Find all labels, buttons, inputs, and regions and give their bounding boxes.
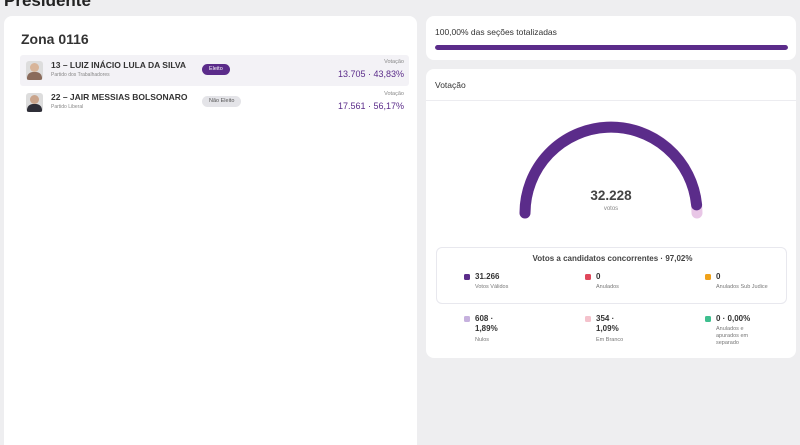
gauge-valid-arc xyxy=(519,121,703,219)
candidate-photo xyxy=(26,93,43,112)
progress-label: 100,00% das seções totalizadas xyxy=(435,27,557,37)
status-badge: Eleito xyxy=(202,64,230,75)
sections-progress-card: 100,00% das seções totalizadas xyxy=(426,16,796,60)
legend-dot xyxy=(464,274,470,280)
divider xyxy=(426,100,796,101)
candidate-photo xyxy=(26,61,43,80)
candidate-name: 22 – JAIR MESSIAS BOLSONARO xyxy=(51,92,188,102)
legend-dot xyxy=(705,274,711,280)
total-votes-unit: votos xyxy=(603,206,619,212)
legend-value: 0 · 0,00% xyxy=(716,314,751,323)
competing-votes-title: Votos a candidatos concorrentes · 97,02% xyxy=(532,254,693,263)
legend-value: 354 · 1,09% xyxy=(596,314,619,333)
legend-label: Votos Válidos xyxy=(475,284,509,290)
total-votes: 32.228 xyxy=(590,188,632,203)
candidate-party: Partido Liberal xyxy=(51,104,84,110)
candidate-party: Partido dos Trabalhadores xyxy=(51,72,110,78)
competing-votes-box: Votos a candidatos concorrentes · 97,02% xyxy=(436,247,787,304)
zone-title: Zona 0116 xyxy=(21,31,89,47)
legend-dot xyxy=(464,316,470,322)
page-title: Presidente xyxy=(4,0,91,10)
votacao-title: Votação xyxy=(435,80,466,90)
legend-value: 608 · 1,89% xyxy=(475,314,498,333)
vote-value: 17.561 · 56,17% xyxy=(337,101,404,111)
progress-fill xyxy=(435,45,788,50)
legend-label: Nulos xyxy=(475,337,490,343)
legend-value: 0 xyxy=(716,272,721,281)
legend-label: Em Branco xyxy=(596,337,624,343)
status-badge: Não Eleito xyxy=(202,96,242,107)
legend-value: 0 xyxy=(596,272,601,281)
legend-value: 31.266 xyxy=(475,272,500,281)
vote-label: Votação xyxy=(384,59,404,65)
legend-dot xyxy=(585,274,591,280)
votacao-card: Votação 32.228 votos Votos a candidatos … xyxy=(426,69,796,358)
candidates-card: Zona 0116 13 – LUIZ INÁCIO LULA DA SILVA… xyxy=(4,16,417,445)
votes-gauge xyxy=(519,121,703,219)
progress-bar xyxy=(435,45,788,50)
candidate-row[interactable]: 22 – JAIR MESSIAS BOLSONARO Partido Libe… xyxy=(20,87,409,118)
legend-label: Anulados e apurados em separado xyxy=(716,326,749,346)
candidate-name: 13 – LUIZ INÁCIO LULA DA SILVA xyxy=(51,60,187,70)
candidate-row[interactable]: 13 – LUIZ INÁCIO LULA DA SILVA Partido d… xyxy=(20,55,409,86)
legend-dot xyxy=(705,316,711,322)
vote-label: Votação xyxy=(384,91,404,97)
vote-value: 13.705 · 43,83% xyxy=(337,69,404,79)
legend-dot xyxy=(585,316,591,322)
legend-label: Anulados Sub Judice xyxy=(716,284,768,290)
legend-label: Anulados xyxy=(596,284,619,290)
